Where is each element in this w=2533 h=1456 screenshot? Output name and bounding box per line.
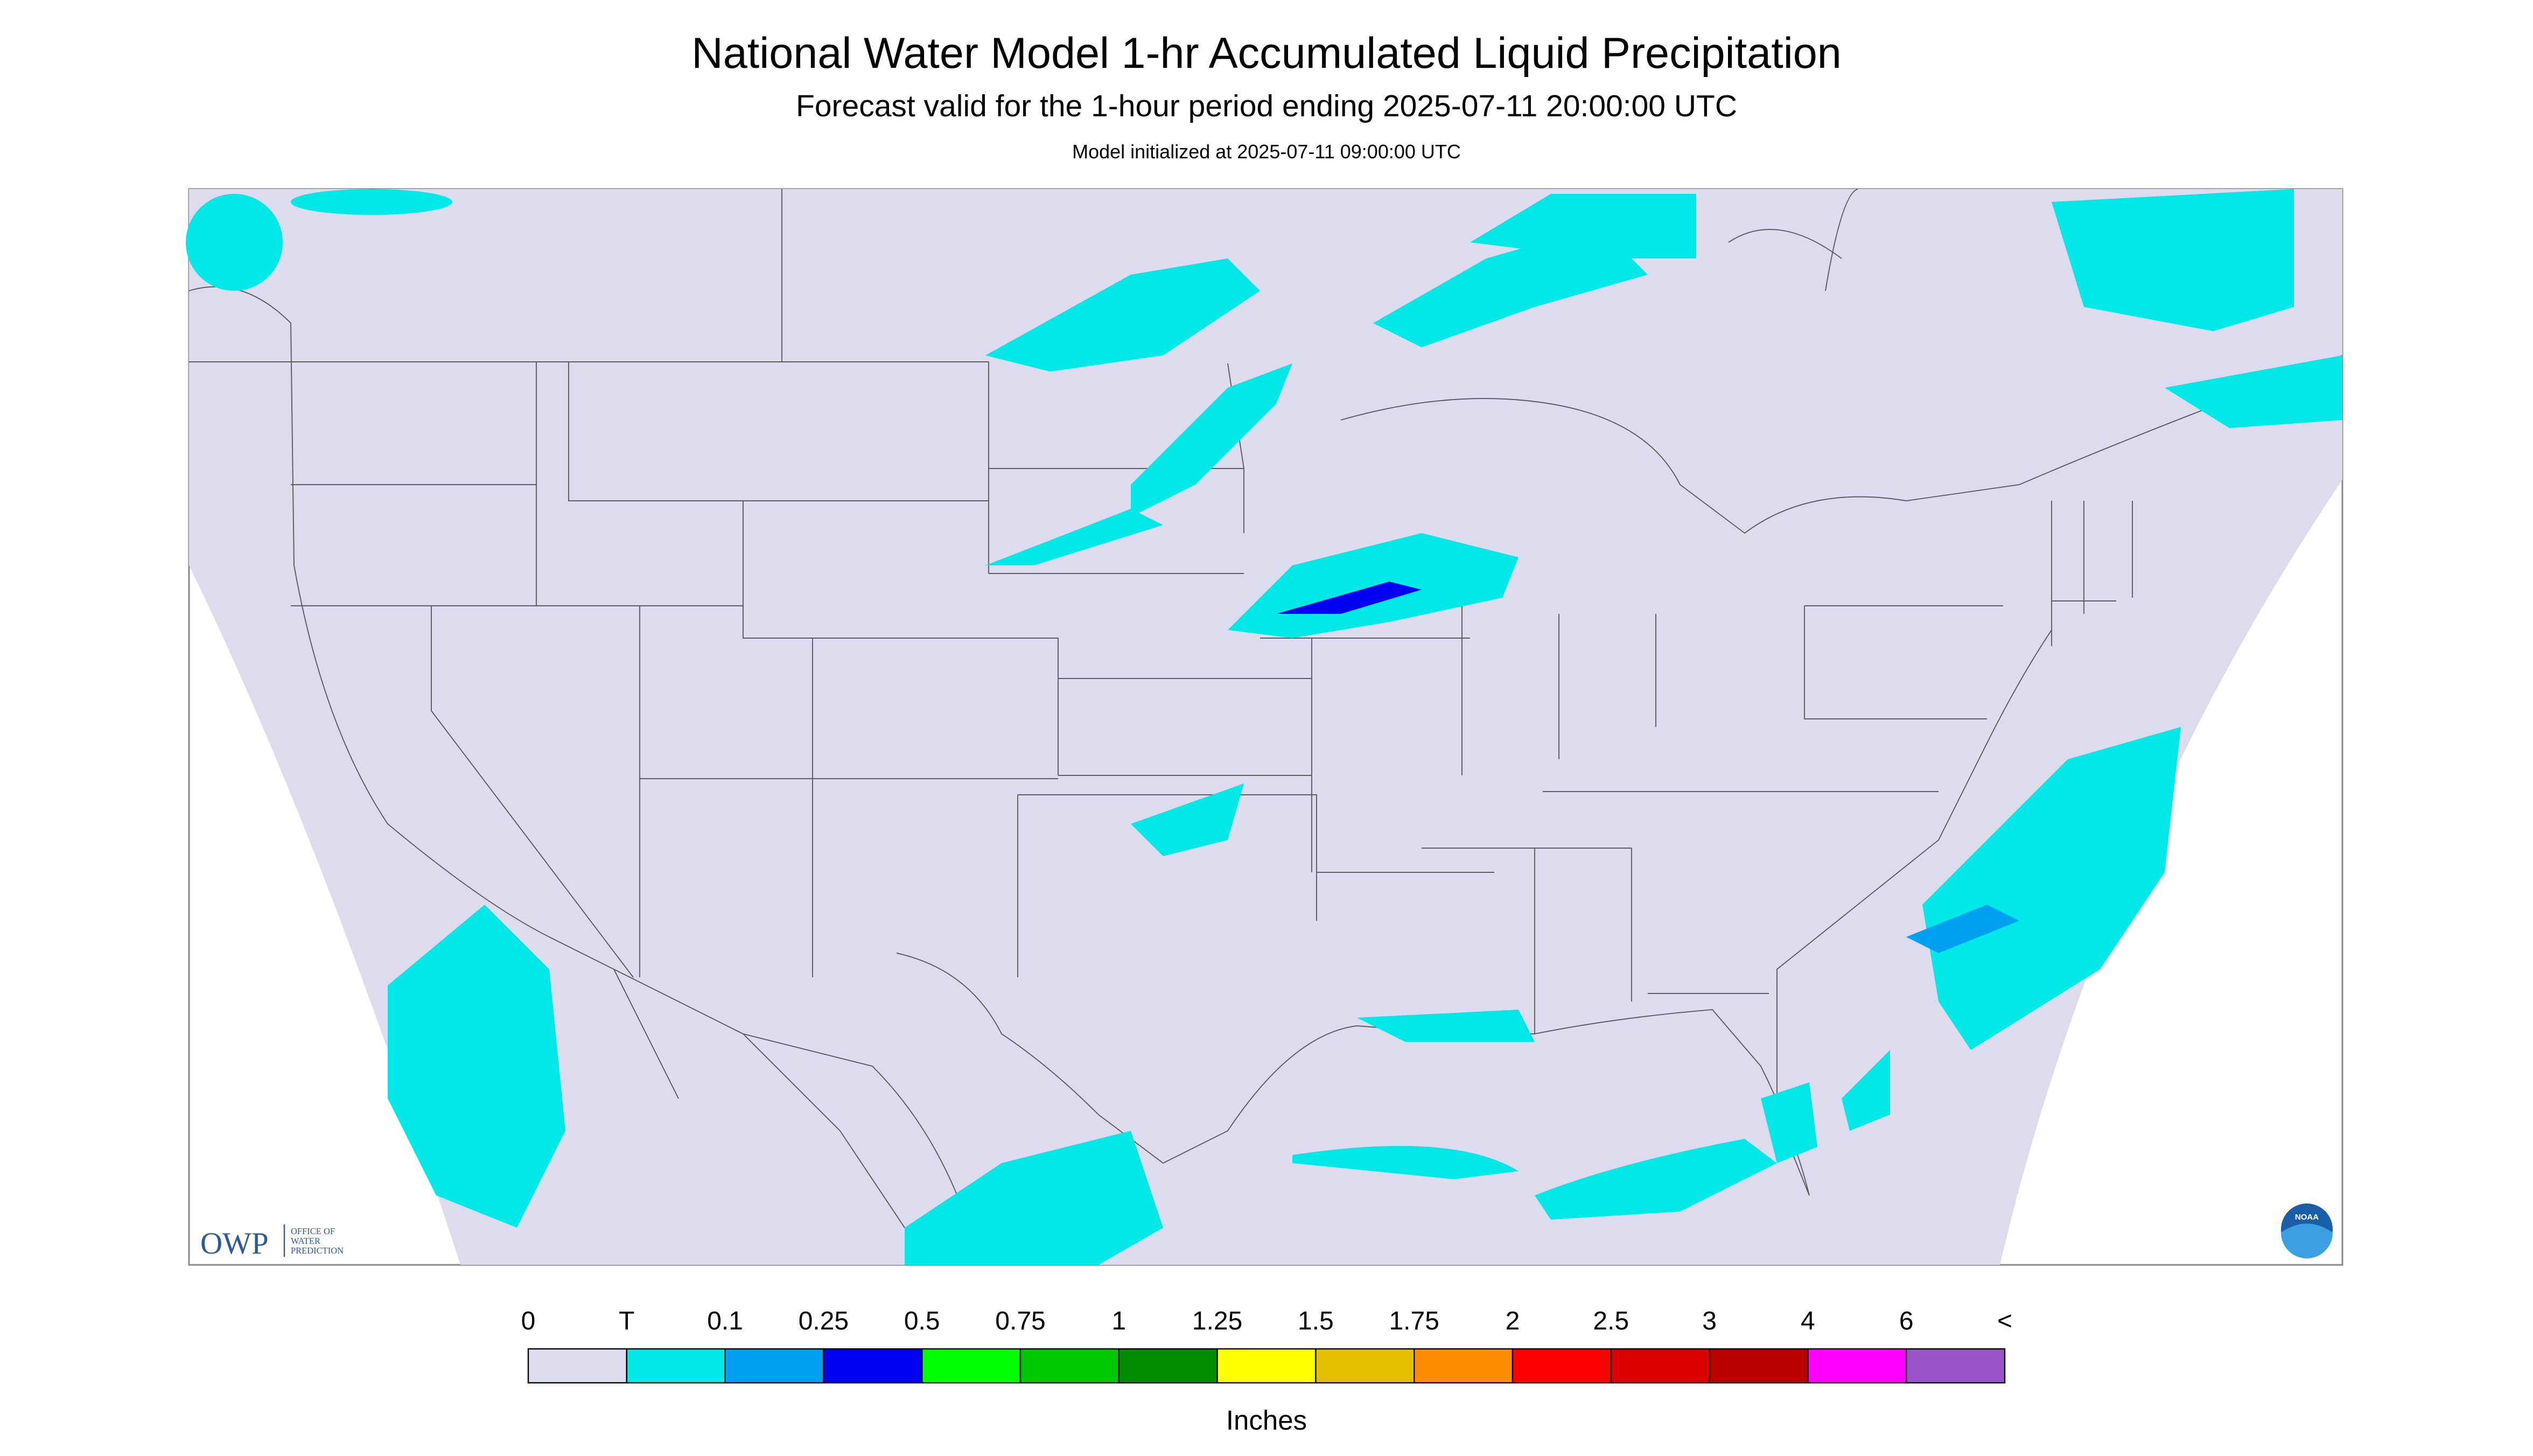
legend-label: 1 xyxy=(1111,1307,1126,1335)
subtitle: Forecast valid for the 1-hour period end… xyxy=(796,89,1737,123)
owp-logo-text: OWP xyxy=(200,1227,269,1261)
legend-label: < xyxy=(1997,1307,2012,1335)
legend-label: 1.25 xyxy=(1192,1307,1242,1335)
legend-label: 0.25 xyxy=(799,1307,849,1335)
legend-swatch xyxy=(921,1348,1021,1384)
legend-swatch xyxy=(527,1348,628,1384)
legend-swatch xyxy=(1807,1348,1907,1384)
legend-label: 4 xyxy=(1801,1307,1815,1335)
noaa-logo-text: NOAA xyxy=(2295,1213,2319,1222)
legend-swatch xyxy=(1216,1348,1317,1384)
owp-logo-line: OFFICE OF xyxy=(291,1226,335,1236)
legend-swatch xyxy=(1905,1348,2006,1384)
legend-label: 1.5 xyxy=(1298,1307,1334,1335)
noaa-logo: NOAA xyxy=(2281,1203,2333,1259)
init-note: Model initialized at 2025-07-11 09:00:00… xyxy=(1072,141,1461,163)
legend-label: 2.5 xyxy=(1593,1307,1629,1335)
legend-unit: Inches xyxy=(1226,1405,1307,1436)
owp-logo-line: WATER xyxy=(291,1236,320,1246)
legend-swatch xyxy=(1512,1348,1612,1384)
owp-logo-line: PREDICTION xyxy=(291,1245,344,1256)
legend-swatch xyxy=(1118,1348,1218,1384)
domain xyxy=(189,189,2342,1265)
title: National Water Model 1-hr Accumulated Li… xyxy=(691,29,1842,78)
legend-label: 0.1 xyxy=(707,1307,743,1335)
legend-label: T xyxy=(619,1307,634,1335)
legend-swatch xyxy=(1019,1348,1120,1384)
legend-label: 0 xyxy=(521,1307,536,1335)
legend-swatch xyxy=(1610,1348,1710,1384)
owp-logo: OWP OFFICE OF WATER PREDICTION xyxy=(200,1224,344,1261)
legend: 0 T 0.1 0.25 0.5 0.75 1 1.25 1.5 1.75 2 2.5 3 4 6 < xyxy=(521,1307,2012,1384)
legend-swatch xyxy=(1709,1348,1809,1384)
legend-swatch xyxy=(1414,1348,1514,1384)
legend-swatch xyxy=(1315,1348,1415,1384)
legend-label: 0.75 xyxy=(995,1307,1045,1335)
legend-label: 2 xyxy=(1506,1307,1520,1335)
precipitation xyxy=(186,189,2342,1265)
legend-swatch xyxy=(823,1348,923,1384)
legend-swatch xyxy=(626,1348,726,1384)
map: OWP OFFICE OF WATER PREDICTION NOAA xyxy=(186,188,2343,1266)
legend-label: 1.75 xyxy=(1389,1307,1439,1335)
legend-label: 6 xyxy=(1899,1307,1914,1335)
legend-swatch xyxy=(724,1348,824,1384)
legend-label: 3 xyxy=(1702,1307,1717,1335)
legend-label: 0.5 xyxy=(904,1307,940,1335)
